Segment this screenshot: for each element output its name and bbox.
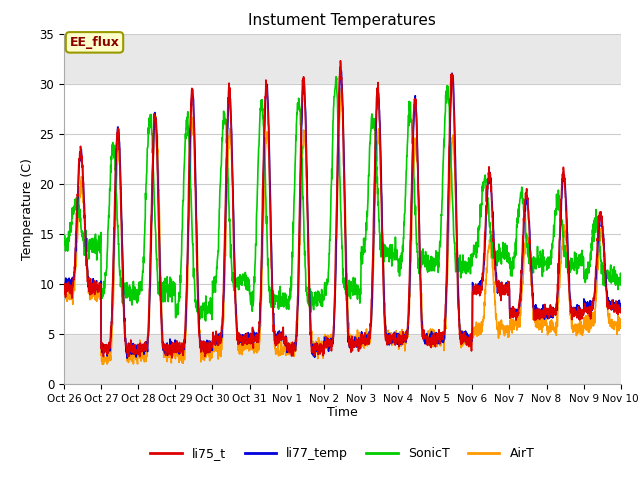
- li75_t: [216, 338, 223, 344]
- SonicT: [617, 276, 625, 281]
- X-axis label: Time: Time: [327, 407, 358, 420]
- AirT: [584, 312, 591, 318]
- SonicT: [60, 239, 68, 244]
- Y-axis label: Temperature (C): Temperature (C): [21, 158, 34, 260]
- li77_temp: [617, 309, 625, 315]
- AirT: [617, 323, 625, 328]
- Title: Instument Temperatures: Instument Temperatures: [248, 13, 436, 28]
- li77_temp: [505, 285, 513, 290]
- li77_temp: [371, 173, 379, 179]
- SonicT: [371, 121, 379, 127]
- SonicT: [202, 318, 209, 324]
- Line: li75_t: li75_t: [64, 60, 621, 358]
- li75_t: [505, 288, 513, 294]
- SonicT: [216, 205, 223, 211]
- li75_t: [568, 317, 576, 323]
- AirT: [60, 279, 68, 285]
- li77_temp: [359, 339, 367, 345]
- li75_t: [60, 289, 68, 295]
- li77_temp: [568, 309, 576, 315]
- SonicT: [359, 251, 367, 257]
- AirT: [338, 85, 346, 91]
- li75_t: [584, 305, 591, 311]
- Text: EE_flux: EE_flux: [70, 36, 120, 49]
- li75_t: [359, 336, 367, 341]
- Legend: li75_t, li77_temp, SonicT, AirT: li75_t, li77_temp, SonicT, AirT: [145, 443, 540, 465]
- AirT: [371, 205, 379, 211]
- Line: li77_temp: li77_temp: [64, 71, 621, 358]
- SonicT: [505, 250, 513, 256]
- li75_t: [168, 355, 176, 361]
- SonicT: [568, 256, 576, 262]
- SonicT: [584, 270, 591, 276]
- li77_temp: [584, 299, 591, 305]
- AirT: [505, 332, 513, 337]
- SonicT: [332, 74, 340, 80]
- li75_t: [371, 148, 379, 154]
- li77_temp: [60, 286, 68, 292]
- li77_temp: [124, 355, 131, 361]
- Bar: [64, 84, 621, 334]
- AirT: [216, 346, 223, 352]
- li75_t: [617, 306, 625, 312]
- li77_temp: [337, 68, 345, 73]
- li75_t: [337, 58, 344, 63]
- li77_temp: [216, 331, 223, 337]
- AirT: [99, 361, 106, 367]
- AirT: [568, 316, 576, 322]
- Line: SonicT: SonicT: [64, 77, 621, 321]
- Line: AirT: AirT: [64, 88, 621, 364]
- AirT: [359, 336, 367, 341]
